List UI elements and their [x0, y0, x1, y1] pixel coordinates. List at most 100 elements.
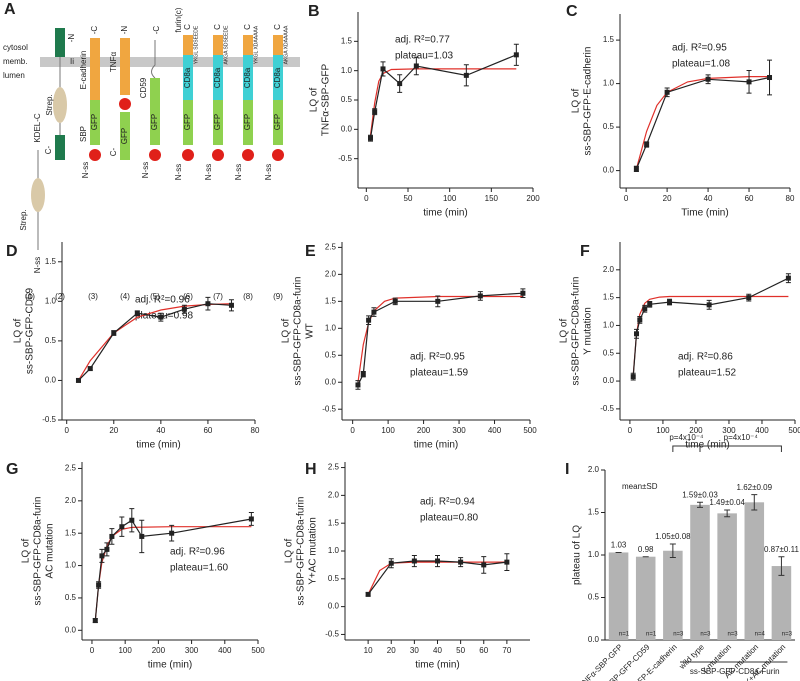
y-tick-label: 1.5	[65, 528, 77, 537]
comparison-label: p=4x10⁻⁴	[724, 433, 759, 442]
data-point	[504, 559, 510, 565]
x-tick-label: 40	[433, 646, 442, 655]
y-axis-title: LQ of	[13, 319, 24, 344]
construct-label: CD8a	[213, 67, 222, 88]
x-tick-label: 0	[64, 426, 69, 435]
construct-label: GFP	[90, 114, 99, 130]
y-tick-label: 0.5	[65, 593, 77, 602]
construct-label: -N	[120, 26, 129, 35]
data-point	[371, 309, 377, 315]
ecad-domain	[90, 38, 100, 100]
construct-label: C	[243, 24, 252, 30]
y-tick-label: 1.5	[603, 35, 615, 44]
y-tick-label: 1.0	[603, 321, 615, 330]
data-point	[705, 76, 711, 82]
y-axis-title: LQ of	[21, 539, 32, 564]
y-tick-label: 1.0	[341, 66, 353, 75]
x-tick-label: 10	[364, 646, 373, 655]
x-tick-label: 100	[656, 426, 670, 435]
y-tick-label: -0.5	[42, 415, 56, 424]
construct-label: TNFα	[109, 52, 118, 73]
construct-label: C-	[109, 147, 118, 156]
data-point	[368, 135, 373, 141]
data-point	[481, 562, 487, 568]
panel-label: C	[566, 3, 578, 20]
y-tick-label: 1.0	[325, 323, 337, 332]
data-point	[746, 295, 752, 301]
data-point	[463, 72, 469, 78]
data-point	[411, 558, 417, 564]
panel-label: F	[580, 243, 590, 260]
construct-label: C	[183, 24, 192, 30]
bar	[717, 513, 737, 640]
x-tick-label: 0	[350, 426, 355, 435]
data-point	[633, 166, 639, 172]
sbp-domain	[182, 149, 194, 161]
x-tick-label: 0	[628, 426, 633, 435]
data-point	[87, 366, 93, 372]
annotation: adj. R²=0.94	[420, 497, 475, 508]
error-bar	[697, 501, 703, 508]
data-point	[647, 301, 653, 307]
x-axis-title: time (min)	[136, 440, 180, 451]
construct-label: furin(c)	[174, 7, 183, 32]
y-tick-label: 2.0	[603, 265, 615, 274]
construct-label: KDEL-C	[33, 113, 42, 143]
value-label: 1.59±0.03	[682, 490, 718, 499]
gfp-domain	[120, 112, 130, 160]
y-tick-label: -0.5	[325, 630, 339, 639]
chart-panel: F -0.5 0.0 0.5 1.0 1.5 2.0 0 100 200 300 400 500 time…	[559, 242, 800, 451]
error-bar	[778, 556, 785, 576]
data-line	[369, 54, 517, 139]
construct-number: (7)	[213, 292, 223, 301]
y-axis-title: WT	[305, 323, 316, 339]
chart-panel: B -0.5 0.0 0.5 1.0 1.5 0 50 100 150 200 time (min) L…	[308, 3, 540, 218]
data-point	[134, 310, 140, 316]
annotation: plateau=1.59	[410, 368, 469, 379]
construct-label: CD8a	[273, 67, 282, 88]
y-tick-label: 1.0	[45, 296, 57, 305]
value-label: 1.05±0.08	[655, 532, 691, 541]
x-tick-label: 300	[452, 426, 466, 435]
data-point	[366, 317, 372, 323]
annotation: adj. R²=0.96	[170, 547, 225, 558]
data-point	[397, 81, 403, 87]
y-tick-label: 2.0	[325, 269, 337, 278]
y-tick-label: 2.5	[325, 243, 337, 252]
y-tick-label: -0.5	[322, 404, 336, 413]
annotation: plateau=1.60	[170, 563, 229, 574]
y-tick-label: 1.5	[588, 508, 600, 517]
data-point	[205, 301, 211, 307]
y-axis-title: plateau of LQ	[572, 525, 583, 585]
value-label: 1.49±0.04	[709, 498, 745, 507]
data-point	[119, 524, 125, 530]
cd8a-domain	[183, 55, 193, 100]
x-tick-label: 0	[90, 646, 95, 655]
y-tick-label: 0.5	[603, 122, 615, 131]
construct-number: (5)	[150, 292, 160, 301]
construct-label: GFP	[183, 114, 192, 130]
data-point	[109, 533, 115, 539]
sbp-domain	[89, 149, 101, 161]
construct-label: CD8a	[183, 67, 192, 88]
x-tick-label: 80	[251, 426, 260, 435]
data-point	[477, 293, 483, 299]
construct-number: (2)	[55, 292, 65, 301]
data-point	[413, 63, 419, 69]
y-axis-title: Y mutation	[583, 307, 594, 355]
gfp-domain	[213, 100, 223, 145]
data-point	[706, 302, 712, 308]
data-point	[513, 52, 519, 58]
comparison-label: p=4x10⁻⁴	[669, 433, 704, 442]
y-tick-label: 1.0	[65, 561, 77, 570]
group-label: ss-SBP-GFP-CD8a-Furin	[690, 667, 780, 676]
y-tick-label: 0.5	[603, 348, 615, 357]
construct-number: (1)	[25, 292, 35, 301]
y-tick-label: 0.5	[45, 336, 57, 345]
y-axis-title: ss-SBP-GFP-CD8a-furin	[571, 277, 582, 386]
annotation: mean±SD	[622, 482, 658, 491]
construct-label: CD8a	[243, 67, 252, 88]
data-point	[372, 109, 378, 115]
value-label: 1.62±0.09	[737, 483, 773, 492]
y-tick-label: 2.0	[65, 496, 77, 505]
